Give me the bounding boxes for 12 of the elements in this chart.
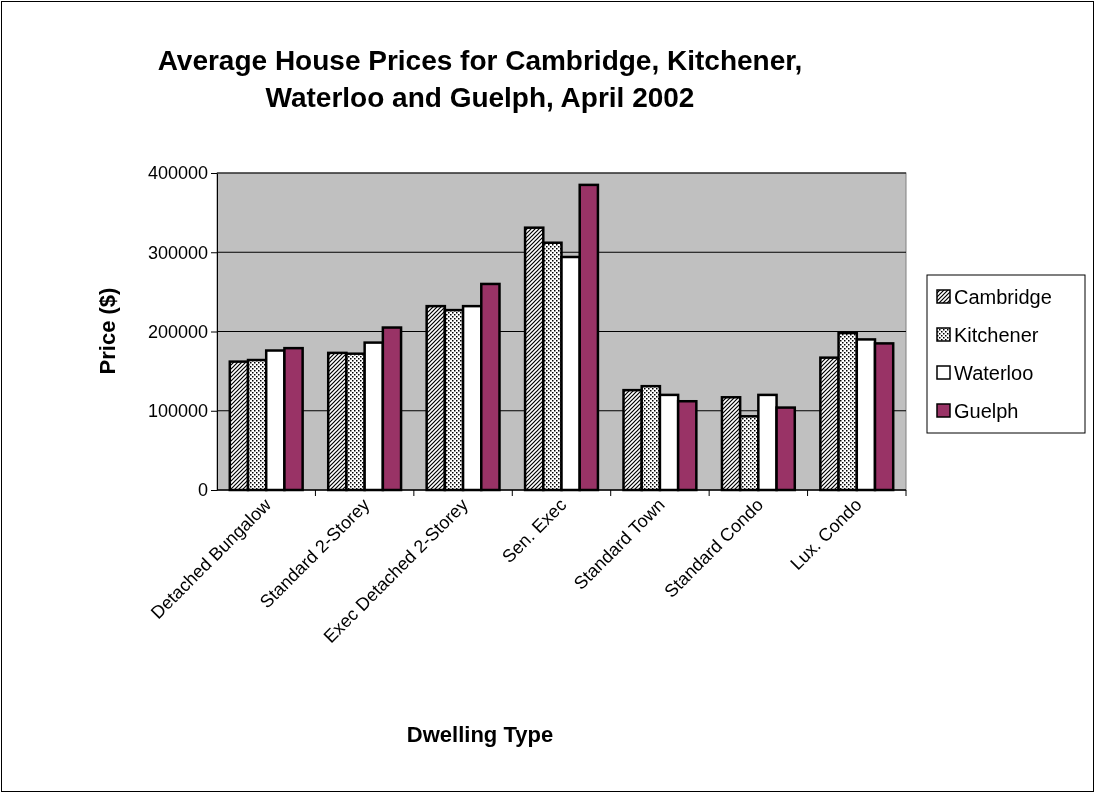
legend-label: Kitchener — [954, 324, 1039, 346]
y-tick-label: 100000 — [147, 401, 208, 422]
y-tick-label: 400000 — [147, 163, 208, 184]
chart-title: Average House Prices for Cambridge, Kitchener, Waterloo and Guelph, April 2002 — [157, 45, 803, 113]
y-tick-label: 0 — [197, 480, 208, 501]
x-axis-title: Dwelling Type — [406, 722, 554, 747]
y-axis-title: Price ($) — [95, 287, 120, 375]
legend-label: Cambridge — [954, 286, 1052, 308]
y-tick-label: 200000 — [147, 321, 208, 342]
y-tick-label: 300000 — [147, 242, 208, 263]
legend-label: Guelph — [954, 400, 1019, 422]
legend-label: Waterloo — [954, 362, 1034, 384]
